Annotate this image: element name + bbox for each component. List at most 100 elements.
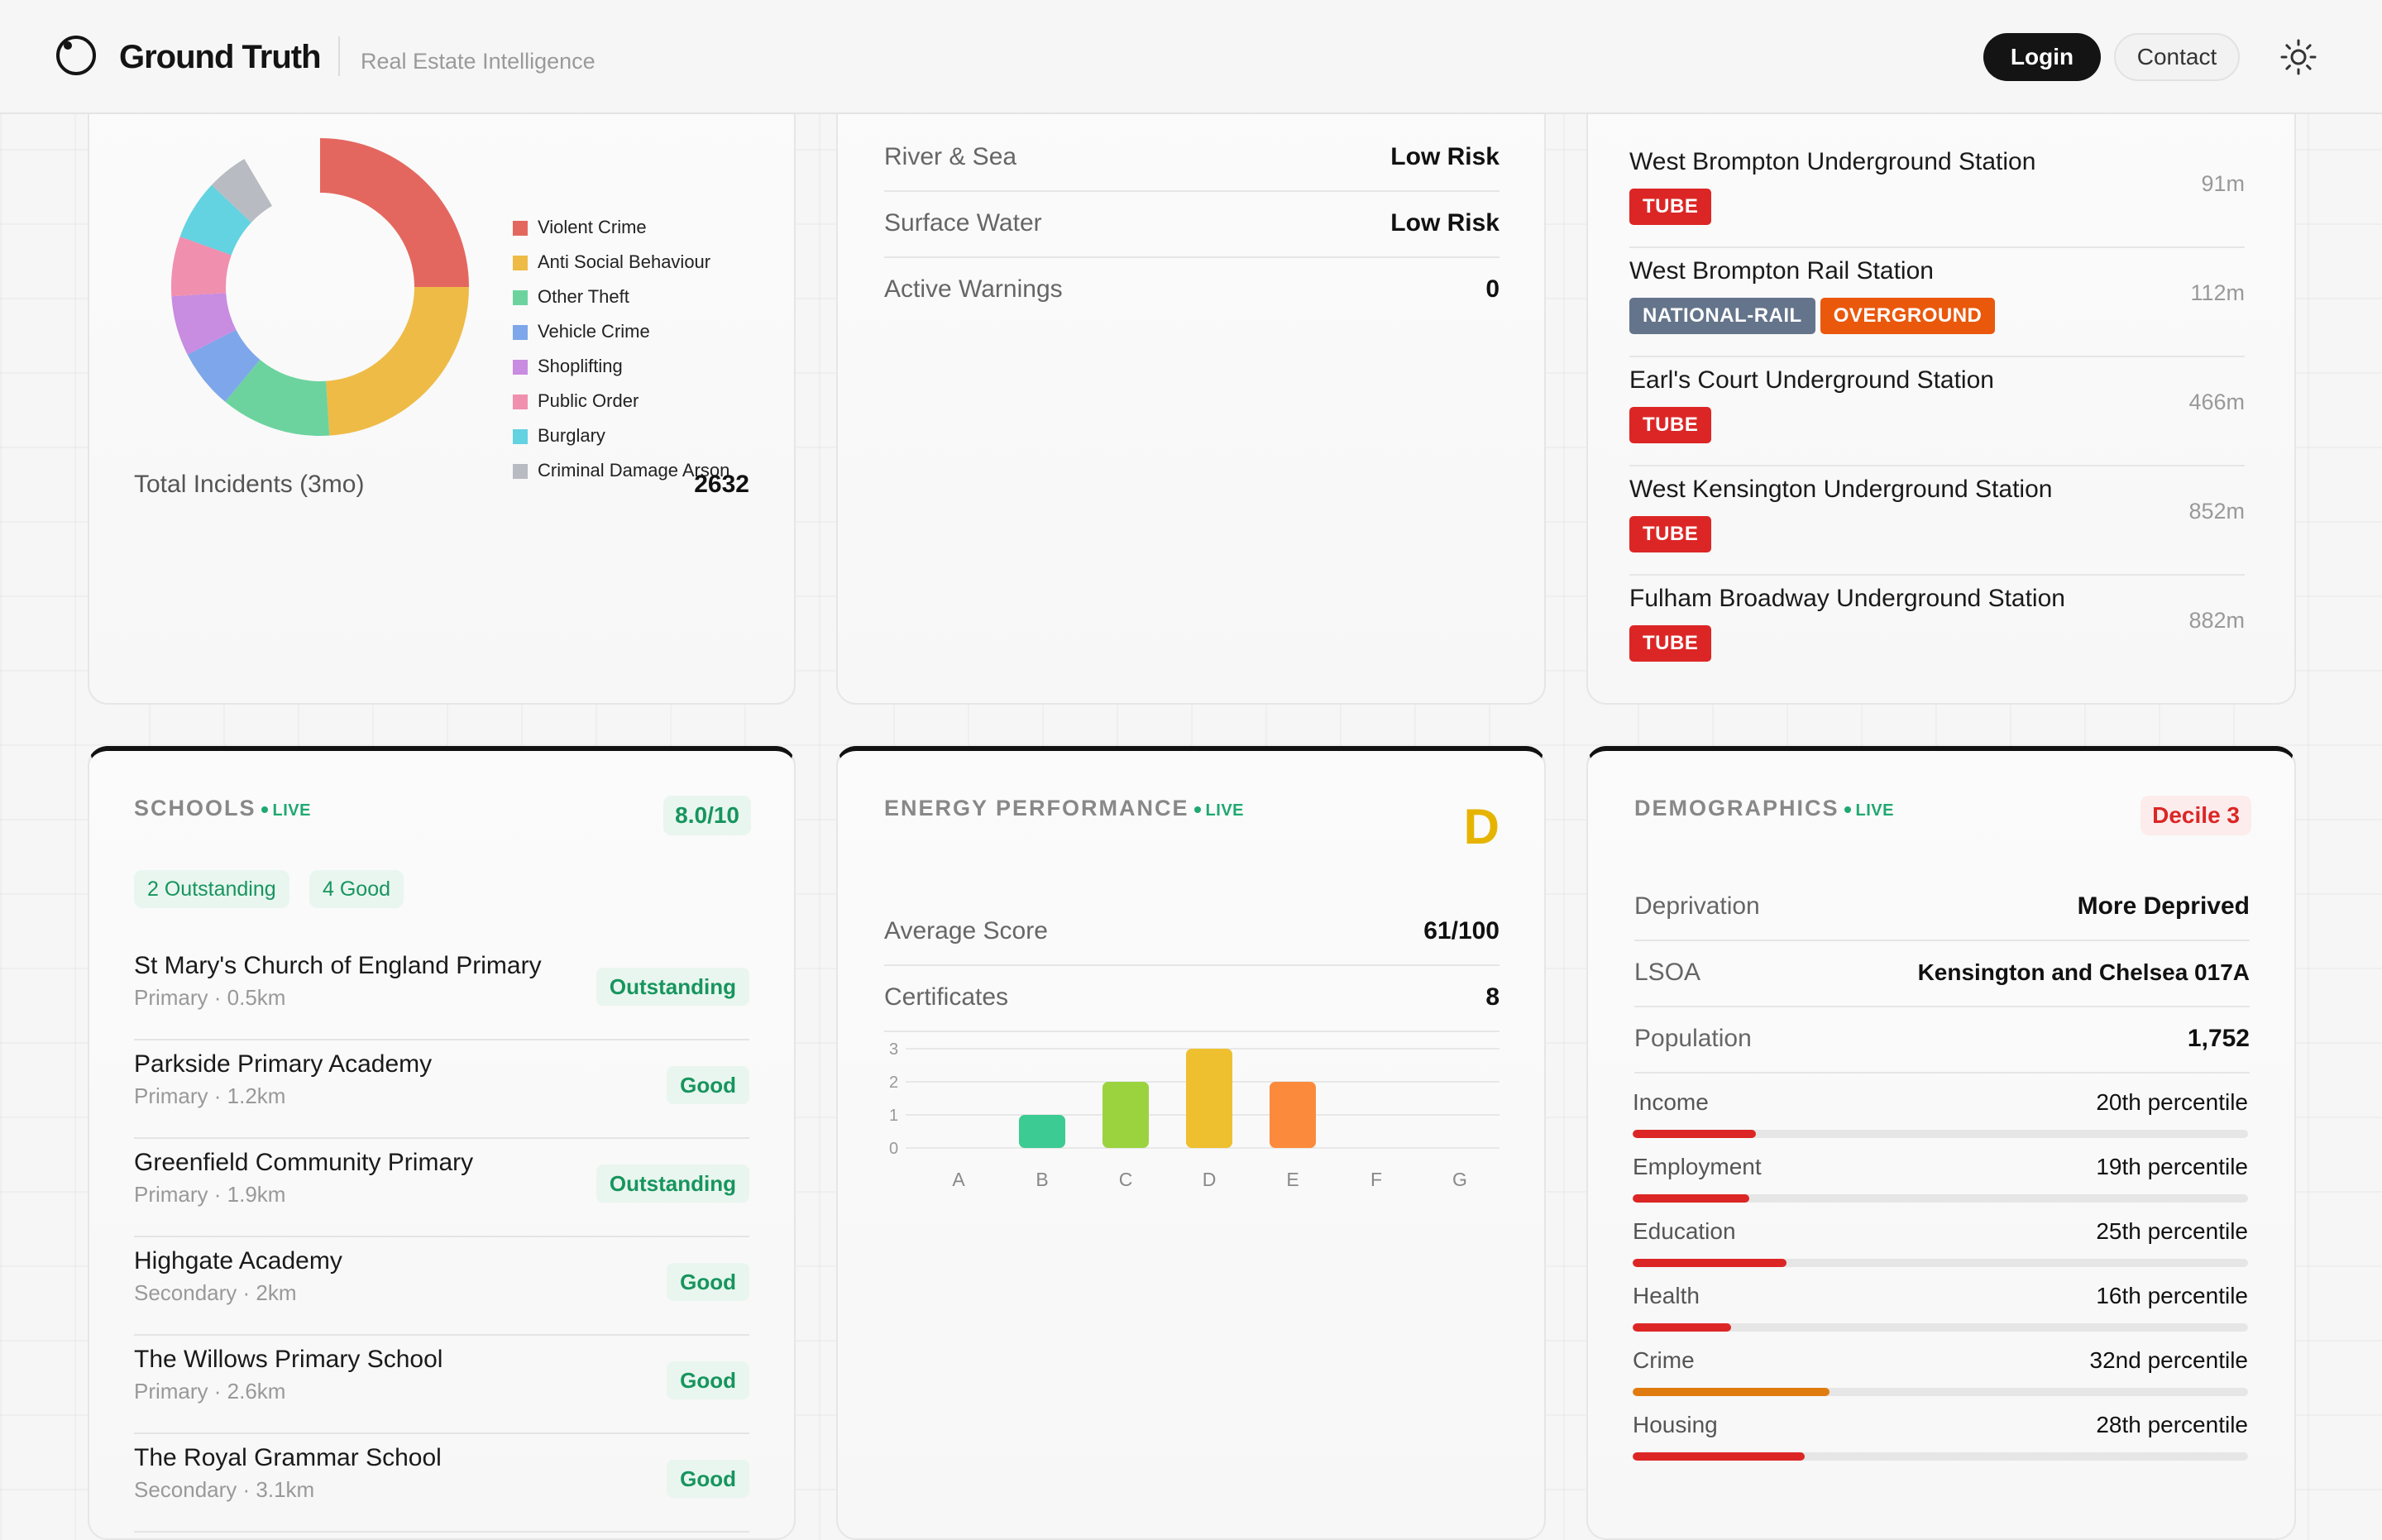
brand-divider bbox=[338, 36, 340, 76]
total-incidents-label: Total Incidents (3mo) bbox=[134, 471, 365, 498]
brand-name[interactable]: Ground Truth bbox=[119, 39, 322, 75]
station-badges: TUBE bbox=[1629, 189, 1712, 225]
percentile-value: 20th percentile bbox=[2096, 1089, 2248, 1115]
live-indicator: LIVE bbox=[1194, 801, 1244, 820]
logo-icon[interactable] bbox=[55, 34, 98, 77]
percentile-fill bbox=[1633, 1452, 1806, 1461]
y-tick-label: 2 bbox=[889, 1074, 898, 1092]
donut-slice bbox=[320, 138, 469, 287]
station-row[interactable]: West Kensington Underground Station 852m T… bbox=[1629, 466, 2245, 576]
donut-slice bbox=[225, 359, 330, 436]
energy-row-value: 8 bbox=[1485, 983, 1500, 1011]
legend-swatch bbox=[513, 256, 528, 270]
school-rating-badge: Good bbox=[667, 1263, 749, 1301]
epc-rating-bar-chart: 0 1 2 3 A B C D E F G bbox=[889, 1040, 1500, 1190]
school-rating-badge: Good bbox=[667, 1361, 749, 1399]
percentile-label: Crime bbox=[1633, 1347, 1695, 1373]
station-distance: 466m bbox=[2188, 390, 2245, 414]
station-row[interactable]: Earl's Court Underground Station 466m TUBE bbox=[1629, 357, 2245, 466]
transport-mode-badge: TUBE bbox=[1629, 189, 1712, 225]
percentile-label: Income bbox=[1633, 1089, 1709, 1115]
percentile-value: 19th percentile bbox=[2096, 1154, 2248, 1179]
school-row[interactable]: The Royal Grammar School Secondary · 3.1k… bbox=[134, 1433, 749, 1533]
percentile-track bbox=[1633, 1388, 2248, 1396]
percentile-track bbox=[1633, 1194, 2248, 1203]
epc-bar-c[interactable] bbox=[1103, 1082, 1149, 1148]
station-distance: 882m bbox=[2188, 608, 2245, 633]
school-name: The Royal Grammar School bbox=[134, 1444, 442, 1471]
live-indicator: LIVE bbox=[1844, 801, 1894, 820]
station-row[interactable]: Fulham Broadway Underground Station 882m T… bbox=[1629, 576, 2245, 683]
epc-bar-d[interactable] bbox=[1186, 1049, 1232, 1148]
energy-row-label: Certificates bbox=[884, 983, 1009, 1011]
school-name: The Willows Primary School bbox=[134, 1346, 443, 1373]
flood-row: River & Sea Low Risk bbox=[884, 124, 1500, 192]
x-tick-label: G bbox=[1452, 1169, 1467, 1190]
schools-title: SCHOOLS LIVE bbox=[134, 794, 311, 825]
station-badges: TUBE bbox=[1629, 407, 1712, 443]
demographics-title: DEMOGRAPHICS LIVE bbox=[1634, 794, 1894, 825]
legend-swatch bbox=[513, 290, 528, 305]
legend-swatch bbox=[513, 395, 528, 409]
demographics-row: Population 1,752 bbox=[1634, 1006, 2250, 1074]
station-row[interactable]: West Brompton Underground Station 91m TUBE bbox=[1629, 139, 2245, 248]
percentile-row: Housing 28th percentile bbox=[1633, 1411, 2248, 1475]
epc-bar-b[interactable] bbox=[1019, 1115, 1065, 1148]
legend-swatch bbox=[513, 464, 528, 479]
station-name: Fulham Broadway Underground Station bbox=[1629, 585, 2065, 612]
donut-slice bbox=[326, 287, 469, 436]
energy-row-label: Average Score bbox=[884, 917, 1048, 945]
demographics-row-value: 1,752 bbox=[2187, 1025, 2250, 1052]
demographics-row: LSOA Kensington and Chelsea 017A bbox=[1634, 940, 2250, 1007]
transport-mode-badge: OVERGROUND bbox=[1820, 298, 1996, 334]
demographics-row-value: More Deprived bbox=[2077, 892, 2250, 920]
station-name: West Brompton Rail Station bbox=[1629, 257, 1934, 285]
energy-row: Certificates 8 bbox=[884, 964, 1500, 1032]
demographics-row-label: Population bbox=[1634, 1025, 1752, 1052]
percentile-label: Health bbox=[1633, 1283, 1700, 1308]
percentile-value: 25th percentile bbox=[2096, 1218, 2248, 1244]
station-distance: 112m bbox=[2190, 280, 2245, 305]
percentile-fill bbox=[1633, 1194, 1750, 1203]
transport-card: West Brompton Underground Station 91m TUBE… bbox=[1586, 66, 2296, 705]
contact-button[interactable]: Contact bbox=[2114, 33, 2240, 81]
percentile-track bbox=[1633, 1259, 2248, 1267]
energy-grade: D bbox=[1463, 799, 1500, 854]
school-name: Highgate Academy bbox=[134, 1247, 342, 1275]
percentile-row: Health 16th percentile bbox=[1633, 1282, 2248, 1346]
transport-mode-badge: TUBE bbox=[1629, 407, 1712, 443]
legend-label: Other Theft bbox=[538, 286, 629, 307]
school-rating-badge: Good bbox=[667, 1066, 749, 1104]
donut-slice bbox=[179, 184, 251, 256]
school-row[interactable]: Parkside Primary Academy Primary · 1.2km G… bbox=[134, 1040, 749, 1139]
schools-title-text: SCHOOLS bbox=[134, 796, 256, 820]
percentile-row: Education 25th percentile bbox=[1633, 1217, 2248, 1282]
school-row[interactable]: St Mary's Church of England Primary Prima… bbox=[134, 941, 749, 1040]
station-name: West Brompton Underground Station bbox=[1629, 148, 2036, 175]
legend-label: Criminal Damage Arson bbox=[538, 460, 730, 481]
school-row[interactable]: Greenfield Community Primary Primary · 1.… bbox=[134, 1138, 749, 1237]
flood-row-label: River & Sea bbox=[884, 143, 1017, 170]
sun-icon[interactable] bbox=[2279, 38, 2317, 76]
station-name: West Kensington Underground Station bbox=[1629, 476, 2053, 503]
percentile-track bbox=[1633, 1130, 2248, 1138]
epc-bar-e[interactable] bbox=[1270, 1082, 1316, 1148]
flood-row-value: Low Risk bbox=[1390, 209, 1500, 237]
percentile-track bbox=[1633, 1323, 2248, 1332]
station-row[interactable]: West Brompton Rail Station 112m NATIONAL-R… bbox=[1629, 248, 2245, 357]
school-meta: Secondary · 2km bbox=[134, 1280, 297, 1305]
crime-card: Violent Crime Anti Social Behaviour Other … bbox=[88, 66, 796, 705]
school-row[interactable]: Highgate Academy Secondary · 2km Good bbox=[134, 1236, 749, 1336]
flood-row: Active Warnings 0 bbox=[884, 256, 1500, 323]
station-distance: 852m bbox=[2188, 499, 2245, 524]
login-button[interactable]: Login bbox=[1983, 33, 2101, 81]
good-count-badge: 4 Good bbox=[309, 870, 404, 908]
school-rating-badge: Good bbox=[667, 1460, 749, 1498]
school-row[interactable]: The Willows Primary School Primary · 2.6k… bbox=[134, 1335, 749, 1434]
percentile-fill bbox=[1633, 1259, 1786, 1267]
donut-slice bbox=[211, 159, 272, 222]
percentile-value: 28th percentile bbox=[2096, 1412, 2248, 1437]
flood-row-label: Surface Water bbox=[884, 209, 1042, 237]
legend-label: Shoplifting bbox=[538, 356, 623, 376]
top-header: Ground Truth Real Estate Intelligence Lo… bbox=[0, 0, 2382, 114]
